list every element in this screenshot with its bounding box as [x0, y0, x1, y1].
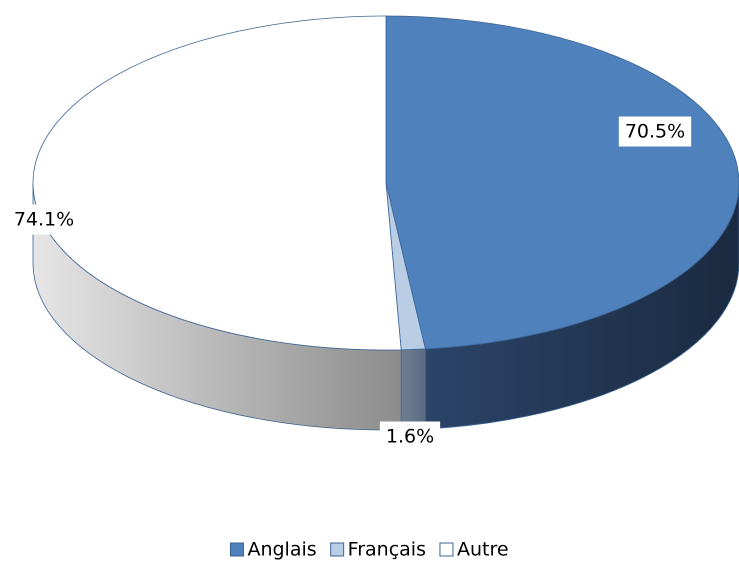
label-box	[379, 421, 441, 452]
data-label-text: 1.6%	[386, 426, 434, 448]
data-label: 70.5%	[618, 116, 692, 147]
legend-swatch	[330, 542, 345, 557]
legend-swatch	[229, 542, 244, 557]
legend-swatch	[439, 542, 454, 557]
legend: Anglais Français Autre	[229, 539, 509, 561]
legend-label: Français	[348, 539, 426, 561]
data-label-text: 74.1%	[14, 209, 74, 231]
legend-label: Anglais	[247, 539, 316, 561]
label-box	[7, 204, 81, 235]
label-box	[618, 116, 692, 147]
data-label: 1.6%	[379, 421, 441, 452]
data-label-text: 70.5%	[625, 121, 685, 143]
data-label: 74.1%	[7, 204, 81, 235]
legend-label: Autre	[457, 539, 509, 561]
slice	[385, 15, 739, 350]
slice-side	[400, 348, 426, 431]
slice	[32, 15, 402, 351]
